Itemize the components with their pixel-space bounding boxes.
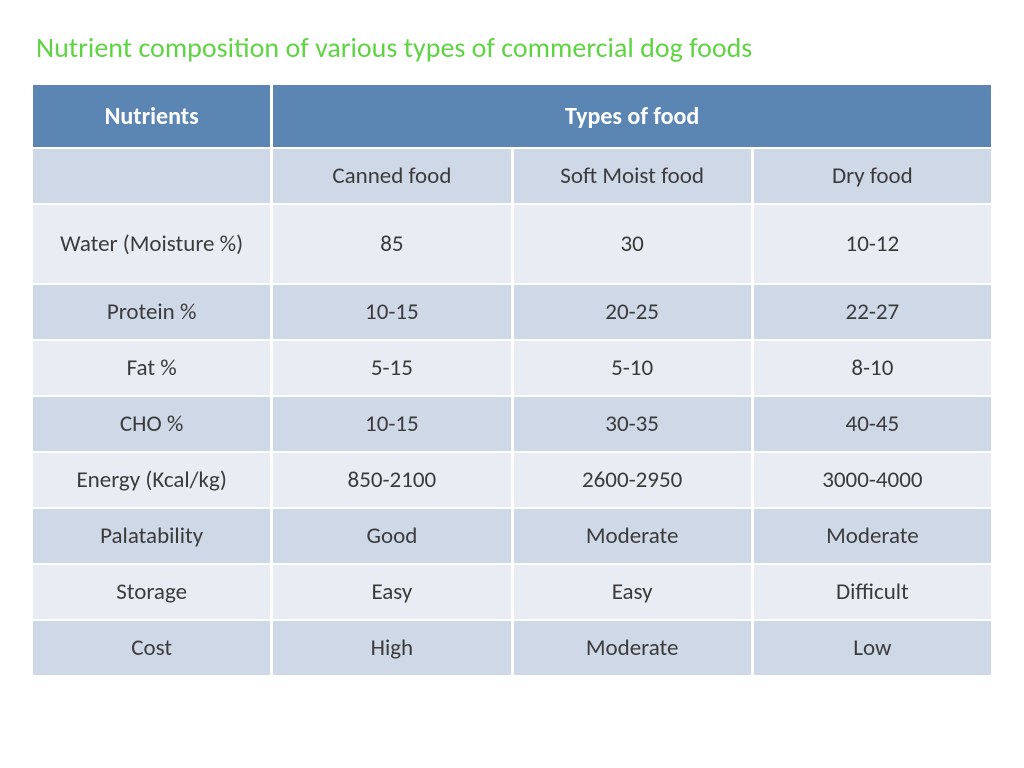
table-cell: 40-45 xyxy=(754,397,991,451)
row-label: CHO % xyxy=(33,397,270,451)
table-cell: Difficult xyxy=(754,565,991,619)
table-cell: 2600-2950 xyxy=(514,453,751,507)
table-row: Storage Easy Easy Difficult xyxy=(33,565,991,619)
table-cell: 85 xyxy=(273,205,510,283)
table-cell: 5-10 xyxy=(514,341,751,395)
table-header-types: Types of food xyxy=(273,85,991,147)
table-cell: Good xyxy=(273,509,510,563)
table-subheader-empty xyxy=(33,149,270,203)
table-cell: Moderate xyxy=(514,621,751,675)
table-cell: 10-12 xyxy=(754,205,991,283)
row-label: Palatability xyxy=(33,509,270,563)
table-cell: 850-2100 xyxy=(273,453,510,507)
table-cell: 22-27 xyxy=(754,285,991,339)
table-cell: 30 xyxy=(514,205,751,283)
table-cell: 3000-4000 xyxy=(754,453,991,507)
table-body: Water (Moisture %) 85 30 10-12 Protein %… xyxy=(33,205,991,675)
row-label: Protein % xyxy=(33,285,270,339)
table-row: Water (Moisture %) 85 30 10-12 xyxy=(33,205,991,283)
table-cell: 20-25 xyxy=(514,285,751,339)
table-cell: Low xyxy=(754,621,991,675)
table-cell: 5-15 xyxy=(273,341,510,395)
row-label: Cost xyxy=(33,621,270,675)
table-cell: Moderate xyxy=(514,509,751,563)
table-subheader: Soft Moist food xyxy=(514,149,751,203)
row-label: Energy (Kcal/kg) xyxy=(33,453,270,507)
page-title: Nutrient composition of various types of… xyxy=(36,30,994,65)
table-row: CHO % 10-15 30-35 40-45 xyxy=(33,397,991,451)
table-cell: Easy xyxy=(514,565,751,619)
nutrient-table: Nutrients Types of food Canned food Soft… xyxy=(30,83,994,677)
table-row: Palatability Good Moderate Moderate xyxy=(33,509,991,563)
table-cell: Easy xyxy=(273,565,510,619)
table-row: Energy (Kcal/kg) 850-2100 2600-2950 3000… xyxy=(33,453,991,507)
table-cell: 10-15 xyxy=(273,397,510,451)
table-cell: High xyxy=(273,621,510,675)
table-row: Protein % 10-15 20-25 22-27 xyxy=(33,285,991,339)
row-label: Storage xyxy=(33,565,270,619)
table-row: Fat % 5-15 5-10 8-10 xyxy=(33,341,991,395)
table-cell: 10-15 xyxy=(273,285,510,339)
table-cell: Moderate xyxy=(754,509,991,563)
row-label: Fat % xyxy=(33,341,270,395)
row-label: Water (Moisture %) xyxy=(33,205,270,283)
table-cell: 8-10 xyxy=(754,341,991,395)
table-subheader: Dry food xyxy=(754,149,991,203)
table-subheader: Canned food xyxy=(273,149,510,203)
table-header-nutrients: Nutrients xyxy=(33,85,270,147)
table-row: Cost High Moderate Low xyxy=(33,621,991,675)
table-cell: 30-35 xyxy=(514,397,751,451)
